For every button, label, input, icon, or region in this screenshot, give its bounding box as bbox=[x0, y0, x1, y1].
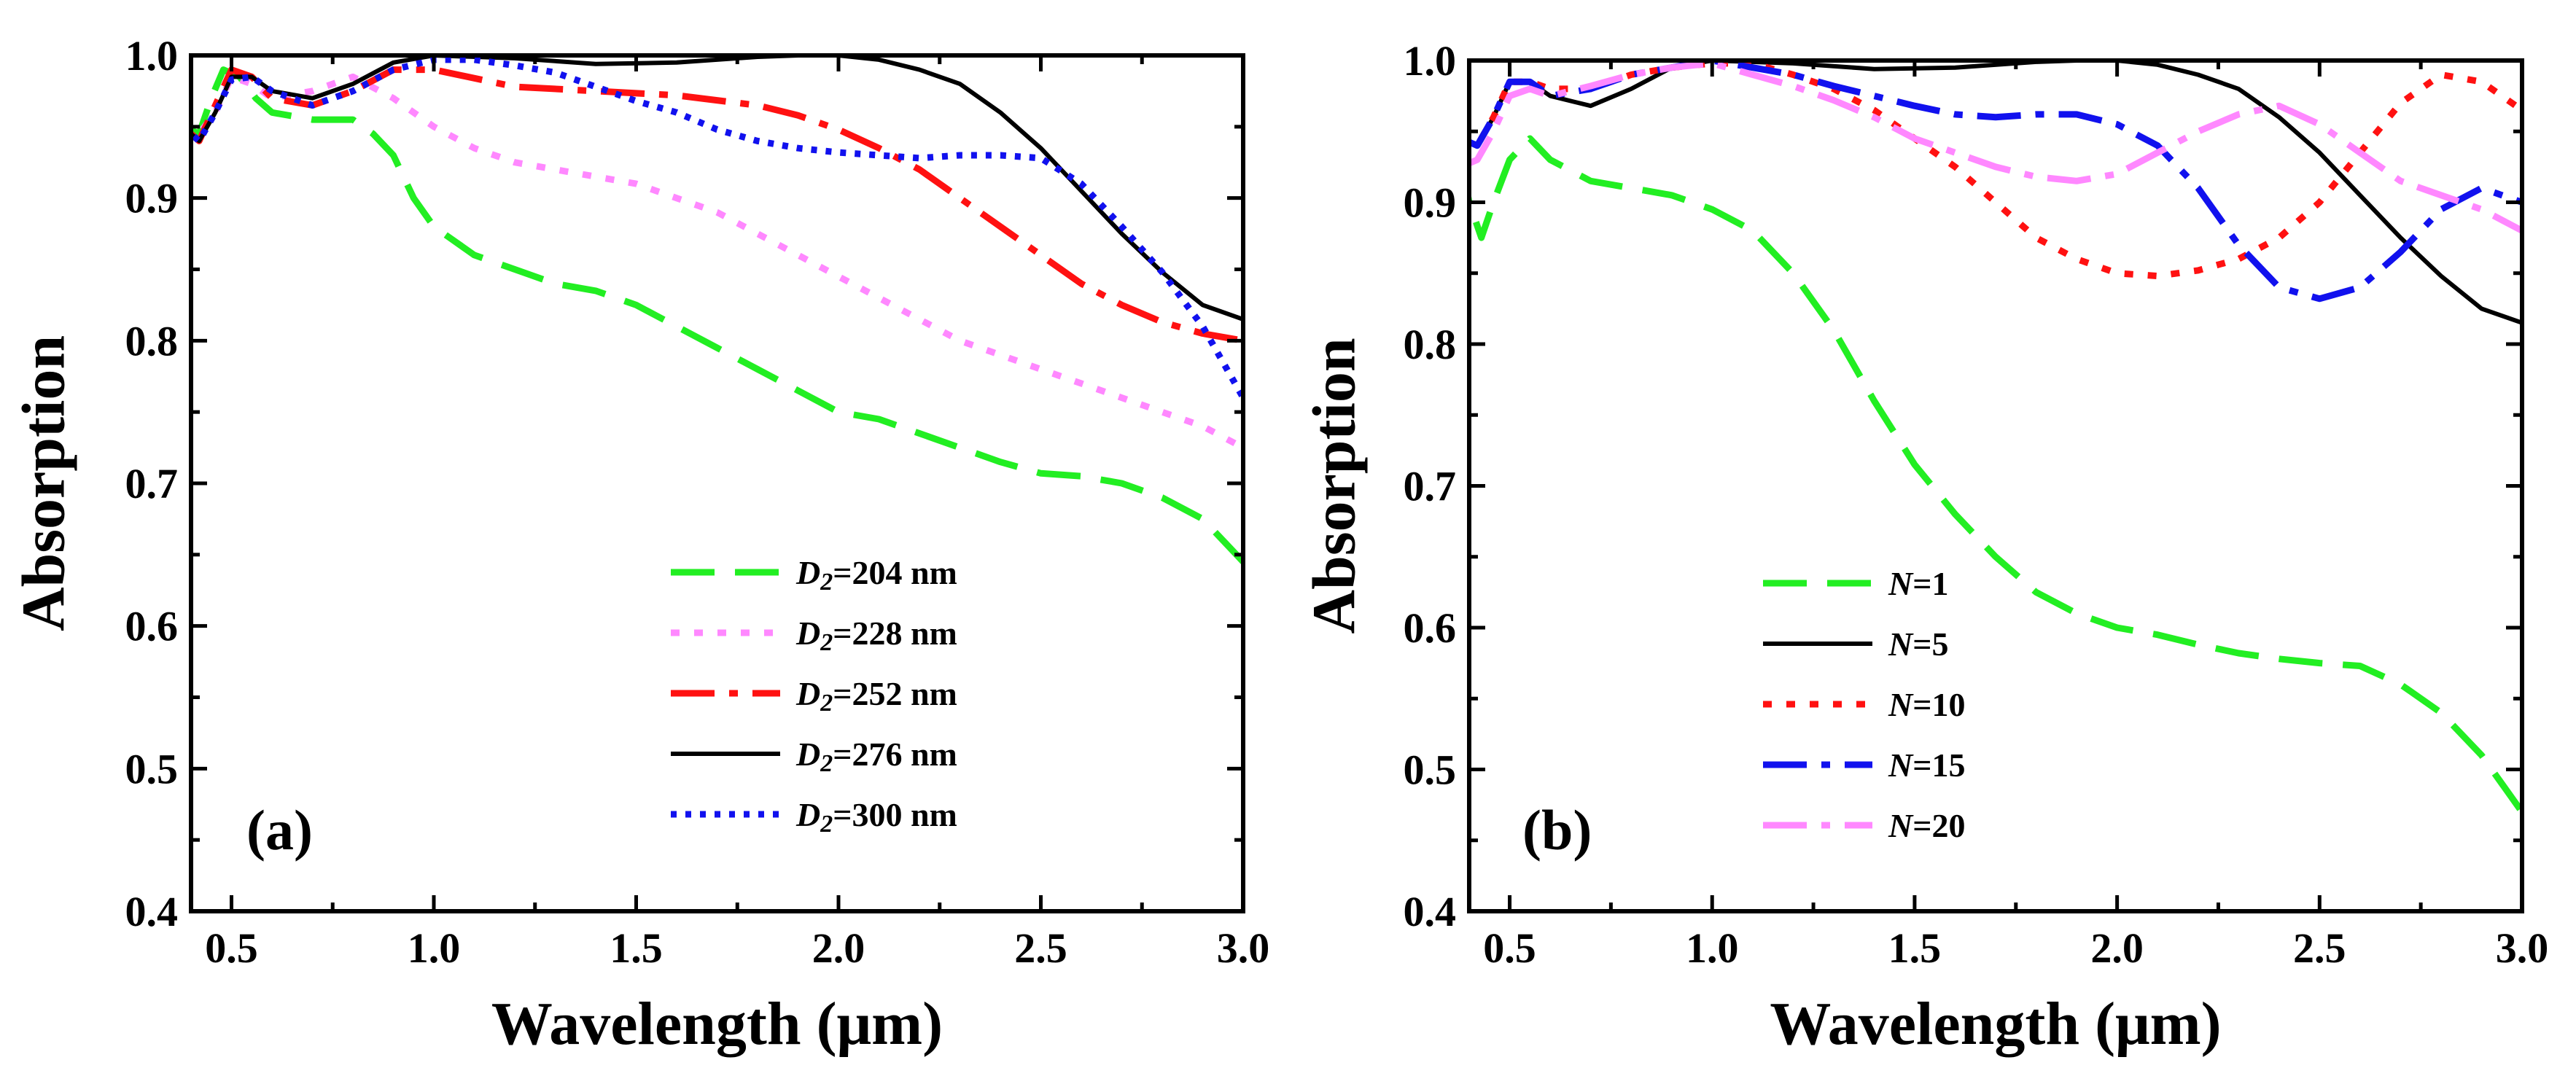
series-line-d2-228-nm bbox=[191, 73, 1243, 451]
plot-frame bbox=[1467, 58, 2524, 913]
x-tick-label: 2.0 bbox=[812, 924, 865, 972]
y-axis-title: Absorption bbox=[1300, 338, 1368, 633]
legend-entry: D2=276 nm bbox=[795, 736, 957, 777]
legend: D2=204 nm D2=228 nm D2=252 nm D2=276 nm D2=3… bbox=[671, 554, 957, 838]
x-tick-label: 3.0 bbox=[1217, 924, 1270, 972]
y-tick-label: 0.8 bbox=[125, 317, 179, 364]
legend-entry: N=1 bbox=[1888, 565, 1948, 602]
legend-entry: N=5 bbox=[1888, 625, 1948, 663]
y-tick-label: 0.5 bbox=[1404, 746, 1457, 794]
x-tick-label: 1.0 bbox=[1686, 924, 1739, 972]
legend: N=1 N=5 N=10 N=15 N=20 bbox=[1763, 565, 1965, 844]
y-tick-label: 0.8 bbox=[1404, 321, 1457, 368]
x-tick-label: 0.5 bbox=[205, 924, 258, 972]
legend-entry: D2=252 nm bbox=[795, 675, 957, 717]
y-tick-label: 0.6 bbox=[125, 603, 179, 650]
panel-label: (b) bbox=[1522, 798, 1592, 862]
y-tick-label: 0.6 bbox=[1404, 604, 1457, 652]
legend-entry: D2=204 nm bbox=[795, 554, 957, 596]
y-tick-label: 0.5 bbox=[125, 745, 179, 792]
series-line-d2-300-nm bbox=[191, 56, 1243, 399]
series-line-d2-276-nm bbox=[191, 55, 1243, 321]
series-group bbox=[1469, 61, 2522, 814]
x-tick-label: 2.5 bbox=[2293, 924, 2346, 972]
panel-a: 0.5 1.0 1.5 2.0 2.5 3.0 0.4 0.5 0.6 0.7 0.8 0.9 1.0 W… bbox=[9, 32, 1269, 1058]
legend-entry: N=15 bbox=[1888, 746, 1965, 784]
x-tick-label: 3.0 bbox=[2496, 924, 2549, 972]
series-line-n-15 bbox=[1469, 61, 2522, 303]
legend-entry: N=10 bbox=[1888, 686, 1965, 723]
y-tick-label: 0.4 bbox=[1404, 888, 1457, 935]
panel-b: 0.5 1.0 1.5 2.0 2.5 3.0 0.4 0.5 0.6 0.7 0.8 0.9 1.0 W… bbox=[1300, 37, 2548, 1058]
legend-entry: N=20 bbox=[1888, 807, 1965, 844]
series-line-n-1 bbox=[1469, 135, 2522, 814]
series-group bbox=[191, 55, 1243, 564]
y-tick-label: 0.7 bbox=[1404, 463, 1457, 510]
x-tick-label: 0.5 bbox=[1483, 924, 1536, 972]
panel-label: (a) bbox=[246, 798, 313, 862]
x-tick-label: 1.0 bbox=[408, 924, 461, 972]
y-tick-label: 0.4 bbox=[125, 888, 179, 935]
series-line-n-10 bbox=[1469, 61, 2522, 280]
x-axis-title: Wavelength (μm) bbox=[1770, 990, 2221, 1058]
y-axis-title: Absorption bbox=[9, 335, 77, 631]
x-tick-label: 1.5 bbox=[610, 924, 663, 972]
x-tick-label: 1.5 bbox=[1888, 924, 1942, 972]
x-tick-label: 2.0 bbox=[2090, 924, 2144, 972]
series-line-n-5 bbox=[1469, 61, 2522, 325]
y-tick-label: 0.9 bbox=[1404, 179, 1457, 227]
legend-entry: D2=228 nm bbox=[795, 615, 957, 656]
y-tick-label: 1.0 bbox=[1404, 37, 1457, 85]
y-tick-label: 0.7 bbox=[125, 460, 179, 507]
y-tick-label: 0.9 bbox=[125, 175, 179, 222]
x-axis-title: Wavelength (μm) bbox=[491, 990, 943, 1058]
series-line-d2-204-nm bbox=[191, 66, 1243, 564]
x-tick-label: 2.5 bbox=[1014, 924, 1067, 972]
series-line-d2-252-nm bbox=[191, 66, 1243, 344]
y-tick-label: 1.0 bbox=[125, 32, 179, 79]
legend-entry: D2=300 nm bbox=[795, 796, 957, 838]
